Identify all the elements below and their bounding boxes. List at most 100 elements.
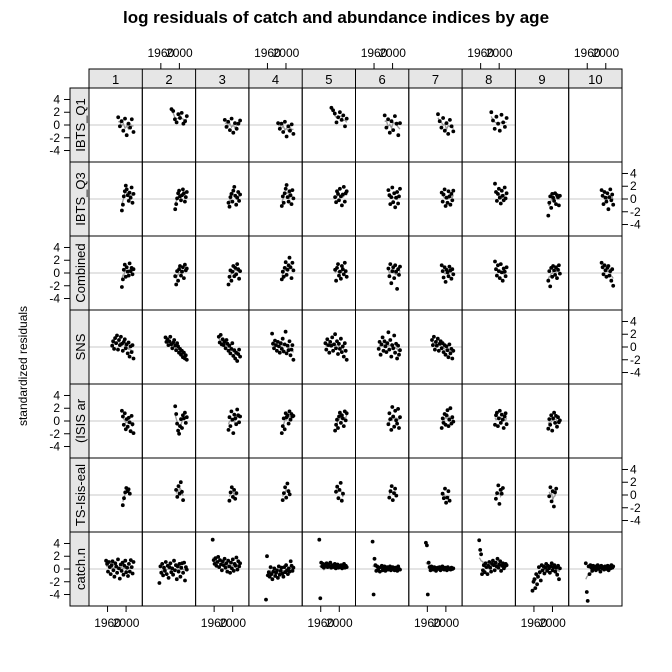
- data-point: [390, 498, 395, 502]
- data-point: [554, 202, 558, 207]
- data-point: [370, 539, 375, 544]
- data-point: [124, 187, 129, 192]
- data-point: [497, 502, 502, 506]
- data-point: [162, 565, 166, 570]
- data-point: [123, 558, 128, 563]
- data-point: [331, 348, 335, 353]
- data-point: [498, 201, 503, 206]
- data-point: [289, 347, 294, 352]
- data-point: [496, 121, 500, 126]
- data-point: [122, 411, 127, 416]
- data-point: [379, 342, 384, 347]
- data-point: [224, 125, 229, 129]
- data-point: [264, 597, 268, 602]
- data-point: [551, 264, 555, 268]
- data-point: [449, 192, 454, 196]
- data-point: [549, 561, 554, 566]
- data-point: [127, 261, 132, 266]
- data-point: [112, 347, 116, 351]
- data-point: [336, 496, 341, 501]
- data-point: [230, 557, 235, 562]
- data-point: [389, 484, 394, 488]
- data-point: [495, 491, 499, 495]
- data-point: [334, 422, 338, 427]
- data-point: [229, 485, 234, 490]
- y-tick-label: 4: [630, 166, 637, 180]
- data-point: [448, 351, 453, 356]
- data-point: [389, 195, 394, 200]
- data-point: [603, 195, 608, 200]
- data-point: [547, 269, 552, 273]
- panel-border: [568, 531, 623, 607]
- data-point: [335, 266, 339, 270]
- data-point: [448, 118, 452, 122]
- data-point: [120, 348, 125, 353]
- data-point: [443, 204, 448, 208]
- data-point: [398, 415, 402, 420]
- data-point: [288, 353, 293, 358]
- data-point: [549, 413, 554, 418]
- data-point: [231, 130, 236, 135]
- data-point: [450, 267, 455, 272]
- data-point: [174, 412, 179, 416]
- data-point: [391, 128, 396, 133]
- data-point: [338, 186, 342, 191]
- data-point: [443, 486, 447, 491]
- data-point: [110, 343, 115, 348]
- data-point: [382, 113, 387, 118]
- data-point: [228, 570, 233, 575]
- data-point: [440, 199, 445, 204]
- data-point: [335, 484, 340, 489]
- data-point: [445, 200, 450, 205]
- data-point: [338, 410, 342, 415]
- data-point: [395, 190, 399, 194]
- age-label: 3: [219, 72, 226, 87]
- data-point: [289, 122, 294, 127]
- data-point: [387, 130, 392, 135]
- x-tick-label: 2000: [273, 46, 300, 60]
- data-point: [497, 128, 502, 133]
- data-point: [174, 202, 179, 207]
- data-point: [445, 495, 450, 500]
- data-point: [287, 492, 292, 497]
- data-point: [130, 422, 135, 427]
- data-point: [491, 118, 495, 123]
- data-point: [608, 187, 613, 192]
- data-point: [120, 503, 125, 508]
- data-point: [128, 269, 133, 273]
- data-point: [552, 268, 556, 273]
- data-point: [495, 199, 499, 203]
- data-point: [495, 273, 499, 278]
- data-point: [226, 282, 231, 287]
- data-point: [291, 268, 296, 273]
- y-tick-label: 2: [630, 179, 637, 193]
- data-point: [504, 422, 509, 427]
- smooth-line: [277, 124, 294, 133]
- data-point: [181, 265, 185, 270]
- data-point: [395, 287, 399, 291]
- data-point: [125, 424, 130, 429]
- data-point: [125, 565, 129, 570]
- data-point: [174, 282, 179, 287]
- data-point: [184, 357, 189, 362]
- data-point: [548, 284, 553, 289]
- data-point: [376, 347, 381, 351]
- data-point: [178, 116, 182, 120]
- data-point: [131, 267, 136, 272]
- data-point: [284, 183, 289, 187]
- data-point: [395, 356, 399, 361]
- data-point: [183, 421, 188, 425]
- data-point: [230, 417, 235, 422]
- data-point: [324, 347, 329, 352]
- data-point: [281, 130, 286, 134]
- data-point: [537, 570, 542, 575]
- data-point: [232, 488, 237, 492]
- panel-border: [514, 87, 570, 163]
- data-point: [283, 119, 287, 124]
- index-label: (ISIS ar: [73, 398, 88, 443]
- data-point: [128, 558, 133, 562]
- data-point: [391, 414, 396, 419]
- data-point: [179, 198, 183, 203]
- data-point: [116, 557, 120, 562]
- data-point: [336, 426, 340, 430]
